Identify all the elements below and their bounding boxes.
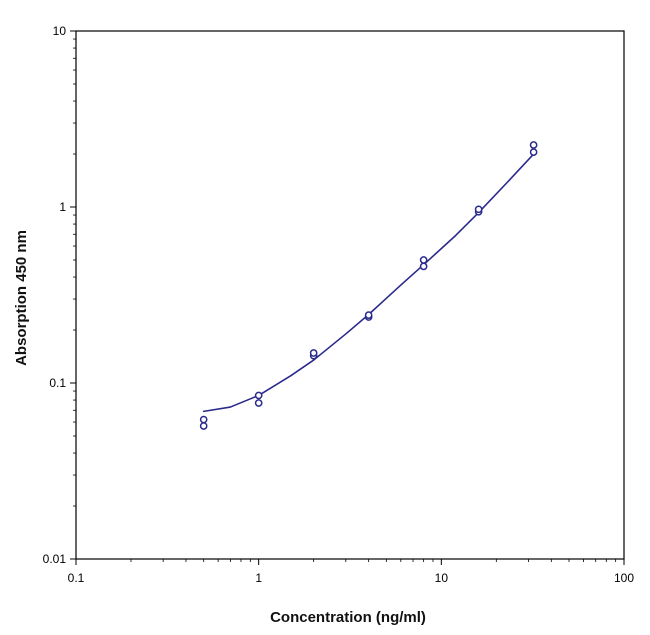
- x-axis-title: Concentration (ng/ml): [270, 609, 426, 626]
- data-layer: [199, 141, 538, 430]
- x-tick-label: 10: [435, 571, 449, 585]
- data-point: [529, 148, 538, 156]
- data-point: [199, 422, 208, 430]
- data-point: [364, 311, 373, 319]
- y-tick-label: 0.01: [43, 552, 67, 566]
- plot-area: [75, 30, 625, 560]
- y-tick-label: 10: [53, 24, 67, 38]
- x-tick-label: 1: [255, 571, 262, 585]
- data-point: [419, 256, 428, 264]
- data-point: [254, 391, 263, 400]
- data-point: [199, 415, 208, 424]
- x-tick-label: 100: [614, 571, 634, 585]
- data-point: [474, 205, 483, 214]
- data-point: [419, 262, 428, 271]
- data-point: [309, 349, 318, 357]
- data-point: [254, 399, 263, 407]
- plot-frame: [75, 30, 625, 560]
- y-tick-label: 1: [59, 200, 66, 214]
- data-point: [529, 141, 538, 149]
- x-tick-label: 0.1: [68, 571, 85, 585]
- y-tick-label: 0.1: [49, 376, 66, 390]
- y-axis-title: Absorption 450 nm: [13, 230, 30, 366]
